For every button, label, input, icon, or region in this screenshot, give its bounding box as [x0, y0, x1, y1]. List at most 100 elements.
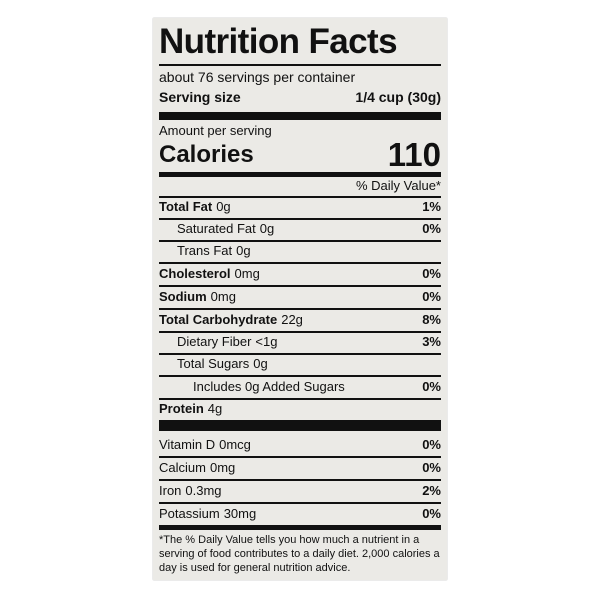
nutrient-amount: 0mg: [210, 289, 236, 304]
daily-value: 0%: [422, 221, 441, 236]
daily-value: 0%: [422, 289, 441, 304]
calories-row: Calories 110: [159, 138, 441, 172]
rule: [159, 196, 441, 198]
nutrient-amount: 0mcg: [219, 437, 251, 452]
nutrient-label: Total Carbohydrate 22g: [159, 309, 303, 331]
dv-header-row: % Daily Value*: [159, 176, 441, 196]
amount-row: Amount per serving: [159, 122, 441, 140]
daily-value: 0%: [422, 379, 441, 394]
nutrient-label: Potassium 30mg: [159, 503, 256, 525]
rule: [159, 398, 441, 400]
rule: [159, 502, 441, 504]
rule: [159, 240, 441, 242]
medium-rule: [159, 172, 441, 177]
nutrient-label: Cholesterol 0mg: [159, 263, 260, 285]
thick-rule: [159, 420, 441, 431]
nutrient-amount: 0.3mg: [185, 483, 222, 498]
nutrient-row: Calcium 0mg 0%: [159, 457, 441, 479]
nutrient-label: Sodium 0mg: [159, 286, 236, 308]
title: Nutrition Facts: [159, 22, 398, 61]
daily-value: 3%: [422, 334, 441, 349]
nutrient-row: Vitamin D 0mcg 0%: [159, 434, 441, 456]
nutrient-label: Iron 0.3mg: [159, 480, 222, 502]
servings: about 76 servings per container: [159, 69, 356, 85]
nutrient-row: Saturated Fat 0g 0%: [159, 218, 441, 240]
calories-value: 110: [387, 136, 441, 173]
serving-size-row: Serving size 1/4 cup (30g): [159, 87, 441, 107]
nutrient-amount: 0g: [236, 243, 251, 258]
nutrition-label: Nutrition Facts about 76 servings per co…: [153, 18, 447, 580]
nutrient-name: Includes 0g Added Sugars: [193, 379, 345, 394]
daily-value: 2%: [422, 483, 441, 498]
nutrient-name: Sodium: [159, 289, 207, 304]
rule: [159, 375, 441, 377]
nutrient-name: Calcium: [159, 460, 206, 475]
rule: [159, 456, 441, 458]
medium-rule: [159, 525, 441, 530]
nutrient-name: Potassium: [159, 506, 220, 521]
nutrient-label: Calcium 0mg: [159, 457, 235, 479]
nutrient-amount: 0mg: [234, 266, 260, 281]
nutrient-row: Sodium 0mg 0%: [159, 286, 441, 308]
nutrient-name: Vitamin D: [159, 437, 216, 452]
nutrient-name: Trans Fat: [177, 243, 233, 258]
calories-label: Calories: [159, 141, 254, 168]
rule: [159, 64, 441, 66]
amount-per-serving: Amount per serving: [159, 123, 272, 138]
footnote-line: *The % Daily Value tells you how much a …: [159, 534, 420, 546]
daily-value: 1%: [422, 199, 441, 214]
daily-value: 0%: [422, 506, 441, 521]
nutrient-row: Potassium 30mg 0%: [159, 503, 441, 525]
nutrient-amount: <1g: [255, 334, 278, 349]
nutrient-name: Dietary Fiber: [177, 334, 252, 349]
daily-value: 8%: [422, 312, 441, 327]
nutrient-name: Iron: [159, 483, 182, 498]
nutrient-row: Cholesterol 0mg 0%: [159, 263, 441, 285]
daily-value: 0%: [422, 266, 441, 281]
nutrient-amount: 30mg: [223, 506, 257, 521]
nutrient-row: Total Fat 0g 1%: [159, 196, 441, 218]
nutrient-row: Total Sugars 0g: [159, 353, 441, 375]
servings-row: about 76 servings per container: [159, 67, 441, 87]
footnote-line: serving of food contributes to a daily d…: [159, 548, 440, 560]
rule: [159, 218, 441, 220]
nutrient-row: Includes 0g Added Sugars 0%: [159, 376, 441, 398]
nutrient-row: Iron 0.3mg 2%: [159, 480, 441, 502]
serving-size: 1/4 cup (30g): [355, 89, 441, 105]
nutrient-label: Vitamin D 0mcg: [159, 434, 251, 456]
dv-header: % Daily Value*: [355, 178, 441, 193]
nutrient-label: Dietary Fiber <1g: [177, 331, 277, 353]
nutrient-name: Total Sugars: [177, 356, 250, 371]
nutrient-label: Total Sugars 0g: [177, 353, 268, 375]
daily-value: 0%: [422, 437, 441, 452]
nutrient-label: Saturated Fat 0g: [177, 218, 274, 240]
nutrient-label: Trans Fat 0g: [177, 240, 251, 262]
nutrient-name: Saturated Fat: [177, 221, 256, 236]
nutrient-name: Cholesterol: [159, 266, 231, 281]
rule: [159, 308, 441, 310]
footnote: *The % Daily Value tells you how much a …: [159, 533, 441, 575]
nutrient-amount: 0g: [216, 199, 231, 214]
nutrient-amount: 0g: [259, 221, 275, 236]
nutrient-row: Protein 4g: [159, 398, 441, 420]
daily-value: 0%: [422, 460, 441, 475]
nutrient-amount: 22g: [281, 312, 303, 327]
rule: [159, 331, 441, 333]
thick-rule: [159, 112, 441, 120]
nutrient-amount: 0g: [253, 356, 268, 371]
nutrient-amount: 0mg: [209, 460, 236, 475]
nutrient-name: Total Fat: [159, 199, 213, 214]
rule: [159, 353, 441, 355]
footnote-line: day is used for general nutrition advice…: [159, 562, 351, 574]
nutrient-label: Includes 0g Added Sugars: [193, 376, 345, 398]
nutrient-row: Dietary Fiber <1g 3%: [159, 331, 441, 353]
nutrient-name: Protein: [159, 401, 204, 416]
rule: [159, 262, 441, 264]
nutrient-row: Total Carbohydrate 22g 8%: [159, 309, 441, 331]
serving-size-label: Serving size: [159, 89, 241, 105]
nutrient-label: Total Fat 0g: [159, 196, 231, 218]
nutrient-label: Protein 4g: [159, 398, 222, 420]
nutrient-row: Trans Fat 0g: [159, 240, 441, 262]
